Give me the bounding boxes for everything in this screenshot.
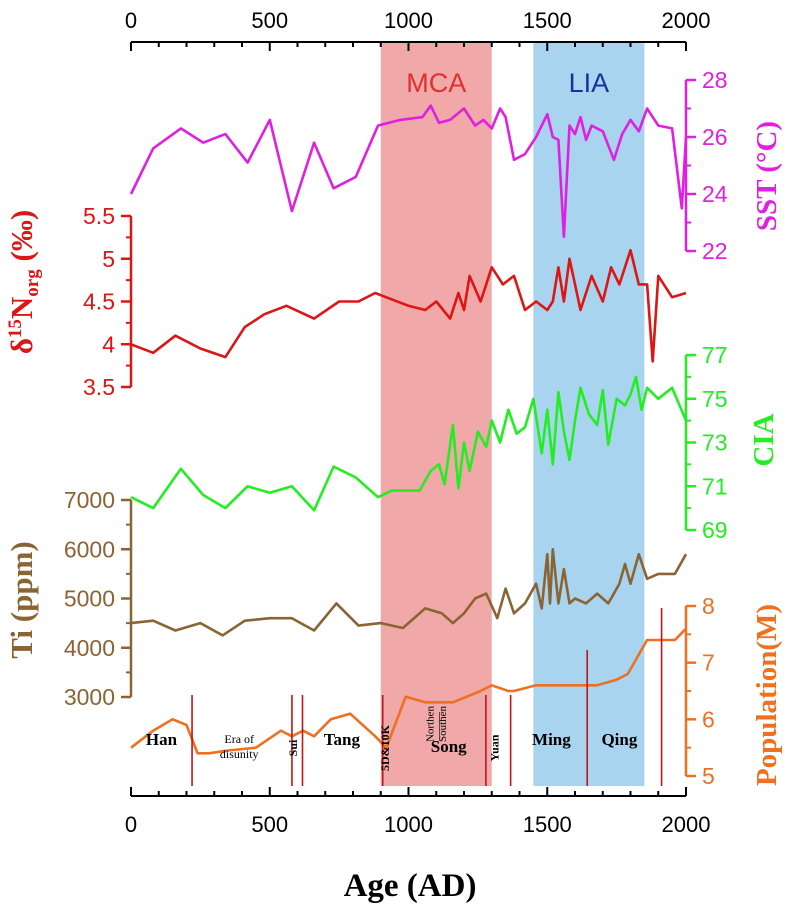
y-tick-label-population: 6 <box>702 706 715 732</box>
y-tick-label-cia: 73 <box>702 430 728 456</box>
y-tick-label-sst: 28 <box>702 67 728 93</box>
y-tick-label-ti: 4000 <box>64 635 115 661</box>
y-tick-label-ti: 5000 <box>64 586 115 612</box>
x-tick-label-bottom: 1000 <box>384 812 433 837</box>
series-lines <box>129 104 688 755</box>
dynasty-label-song: Song <box>431 737 467 756</box>
x-axis-title: Age (AD) <box>344 868 477 904</box>
x-tick-label-top: 1000 <box>384 8 433 33</box>
y-tick-label-sst: 26 <box>702 124 728 150</box>
y-axis-title-d15n: δ15Norg (‰) <box>4 210 43 354</box>
y-tick-label-sst: 22 <box>702 238 728 264</box>
series-line-ti <box>130 548 688 637</box>
y-axis-title-population: Population(M) <box>751 604 783 786</box>
dynasty-label-tang: Tang <box>324 730 361 749</box>
axes: 0 500 1000 1500 2000 0 500 1000 1500 2000 22 24 26 28… <box>64 8 728 837</box>
x-tick-label-top: 0 <box>125 8 137 33</box>
y-tick-label-ti: 3000 <box>64 684 115 710</box>
band-label-lia: LIA <box>569 68 610 98</box>
x-tick-label-bottom: 0 <box>125 812 137 837</box>
y-tick-label-cia: 77 <box>702 342 728 368</box>
dynasty-label-ming: Ming <box>532 730 571 749</box>
x-tick-label-bottom: 2000 <box>662 812 711 837</box>
series-line-sst <box>129 104 688 239</box>
dynasty-label-sui: Sui <box>286 739 300 756</box>
y-tick-label-cia: 69 <box>702 517 728 543</box>
band-mca <box>380 43 492 786</box>
y-tick-label-population: 8 <box>702 593 715 619</box>
series-line-population <box>130 627 687 755</box>
dynasty-label-northen: Northen <box>424 705 436 742</box>
dynasty-label-qing: Qing <box>601 730 637 749</box>
y-tick-label-population: 5 <box>702 763 715 789</box>
y-tick-label-15norg: 3.5 <box>83 374 115 400</box>
series-line-15norg <box>130 248 687 363</box>
y-tick-label-population: 7 <box>702 650 715 676</box>
dynasty-label-eraof-2: disunity <box>220 747 259 761</box>
y-axis-title-ti: Ti (ppm) <box>4 541 39 658</box>
y-tick-label-15norg: 5.5 <box>83 203 115 229</box>
y-tick-label-15norg: 4.5 <box>83 289 115 315</box>
y-tick-label-15norg: 4 <box>102 331 115 357</box>
y-axis-title-cia: CIA <box>748 413 780 466</box>
y-tick-label-ti: 7000 <box>64 487 115 513</box>
y-tick-label-cia: 75 <box>702 386 728 412</box>
dynasty-label-eraof: Era of <box>224 732 254 746</box>
x-tick-label-top: 1500 <box>523 8 572 33</box>
dynasty-label-5d10k: 5D&10K <box>378 724 392 771</box>
y-tick-label-cia: 71 <box>702 473 728 499</box>
x-tick-label-bottom: 1500 <box>523 812 572 837</box>
axis-titles: Age (AD) SST (°C) CIA Ti (ppm) Population(M)… <box>4 121 783 904</box>
x-tick-label-top: 500 <box>251 8 288 33</box>
climate-bands: MCA LIA <box>380 43 645 786</box>
dynasty-label-han: Han <box>146 730 178 749</box>
band-label-mca: MCA <box>406 68 466 98</box>
y-axis-title-sst: SST (°C) <box>751 121 783 231</box>
y-tick-label-ti: 6000 <box>64 536 115 562</box>
y-tick-label-sst: 24 <box>702 181 728 207</box>
y-tick-label-15norg: 5 <box>102 246 115 272</box>
dynasty-label-yuan: Yuan <box>488 734 502 761</box>
series-line-cia <box>130 375 688 512</box>
x-tick-label-top: 2000 <box>662 8 711 33</box>
x-tick-label-bottom: 500 <box>251 812 288 837</box>
